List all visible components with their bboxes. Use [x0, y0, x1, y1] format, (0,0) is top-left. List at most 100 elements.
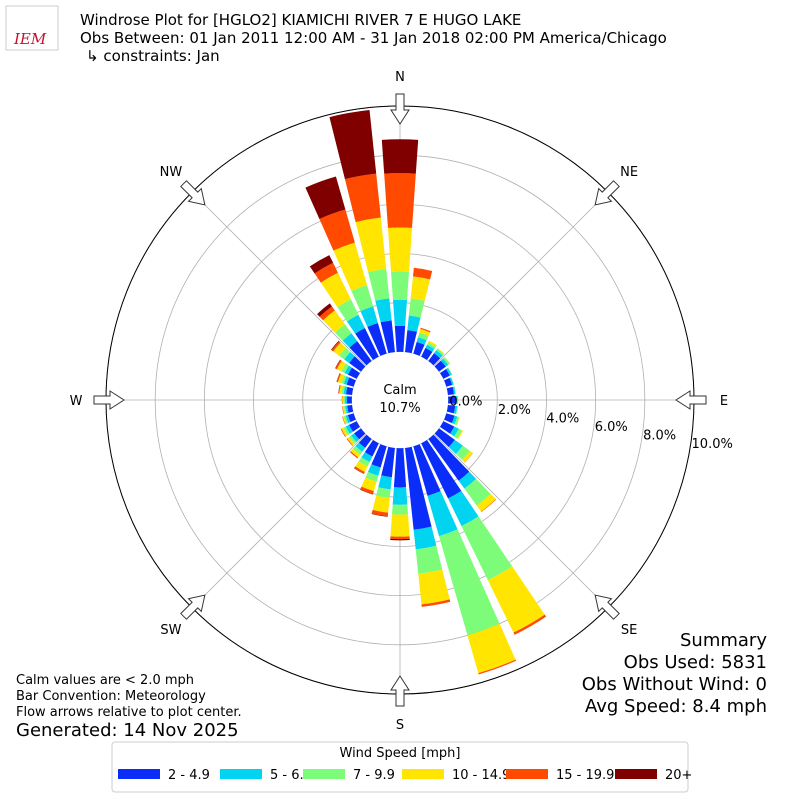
flow-arrow [180, 180, 206, 206]
bar-segment [336, 373, 341, 383]
bar-segment [462, 450, 473, 463]
bar-segment [419, 328, 431, 336]
r-tick-label: 10.0% [692, 437, 733, 452]
bar-segment [323, 310, 345, 333]
bar-segment [418, 569, 450, 605]
bar-segment [339, 385, 344, 394]
bar-segment [367, 464, 381, 476]
calm-circle [351, 351, 449, 449]
bar-segment [425, 344, 435, 352]
bar-segment [319, 209, 355, 251]
r-tick-label: 2.0% [498, 403, 531, 418]
calm-label: Calm [383, 383, 416, 398]
bar-segment [455, 406, 458, 415]
bar-segment [368, 268, 390, 301]
bar-segment [337, 299, 359, 322]
bar-segment [371, 509, 389, 517]
bar-segment [329, 110, 377, 180]
arrow-shape [93, 390, 125, 410]
bar-segment [361, 452, 373, 463]
bar-segment [354, 428, 366, 440]
bar-segment [340, 428, 346, 437]
bar-segment [455, 445, 470, 460]
bar-segment [342, 395, 344, 405]
bar-segment [454, 428, 463, 439]
logo-text: IEM [13, 30, 47, 48]
bar-segment [381, 139, 419, 174]
bar-segment [364, 439, 379, 457]
legend-swatch [118, 769, 160, 779]
bar-segment [346, 386, 354, 395]
bar-segment [336, 360, 346, 372]
bar-segment [337, 373, 345, 384]
bar-segment [384, 173, 416, 228]
bar-segment [454, 386, 456, 395]
legend-swatch [506, 769, 548, 779]
bar-segment [446, 405, 456, 414]
bar-segment [375, 298, 392, 323]
bar-segment [439, 421, 455, 434]
r-tick-label: 0.0% [449, 394, 482, 409]
legend-label: 20+ [665, 768, 692, 783]
bar-segment [338, 384, 340, 394]
bar-segment [342, 416, 346, 425]
bar-segment [343, 426, 350, 436]
bar-segment [394, 325, 406, 352]
bar-segment [420, 327, 431, 333]
bar-segment [461, 516, 513, 581]
bar-segment [360, 489, 374, 495]
bar-segment [339, 347, 351, 360]
bar-segment [354, 466, 365, 474]
bar-segment [335, 359, 341, 369]
bar-segment [335, 359, 342, 370]
bar-segment [367, 322, 387, 357]
bar-segment [355, 442, 366, 452]
legend-swatch [303, 769, 345, 779]
bar-segment [314, 262, 338, 283]
r-tick-label: 8.0% [643, 429, 676, 444]
legend-swatch [220, 769, 262, 779]
bar-segment [341, 385, 345, 395]
summary-line: Summary [680, 630, 767, 651]
bar-segment [381, 446, 395, 478]
bar-segment [456, 416, 460, 426]
bar-segment [349, 341, 372, 366]
bar-segment [392, 504, 408, 515]
bar-segment [319, 306, 335, 321]
legend-box [111, 741, 689, 793]
bar-segment [309, 255, 334, 274]
generated: Generated: 14 Nov 2025 [16, 720, 239, 741]
bar-segment [410, 276, 431, 301]
bar-segment [350, 448, 361, 458]
note: Flow arrows relative to plot center. [16, 705, 242, 720]
bar-segment [437, 348, 445, 355]
compass-label: N [395, 70, 405, 85]
bar-segment [421, 439, 462, 499]
bar-segment [421, 599, 451, 607]
bar-segment [413, 526, 437, 550]
arrow-shape [180, 180, 206, 206]
bar-segment [458, 471, 477, 489]
bar-segment [408, 298, 425, 318]
bar-segment [449, 377, 454, 386]
spoke [433, 191, 609, 367]
bar-segment [358, 457, 370, 467]
calm-value: 10.7% [379, 401, 420, 416]
bar-segment [344, 365, 352, 375]
bar-segment [416, 337, 427, 345]
arrow-shape [594, 594, 620, 620]
bar-segment [320, 272, 351, 308]
logo [5, 5, 59, 51]
bar-segment [342, 405, 346, 414]
bar-segment [434, 350, 443, 359]
legend-label: 15 - 19.9 [556, 768, 614, 783]
bar-segment [347, 436, 355, 446]
bar-segment [341, 395, 343, 405]
bar-segment [450, 377, 455, 385]
bar-segment [391, 271, 409, 300]
bar-segment [334, 324, 352, 341]
arrow-shape [180, 594, 206, 620]
bar-segment [434, 428, 455, 448]
bar-segment [355, 217, 387, 273]
bar-segment [428, 340, 437, 347]
